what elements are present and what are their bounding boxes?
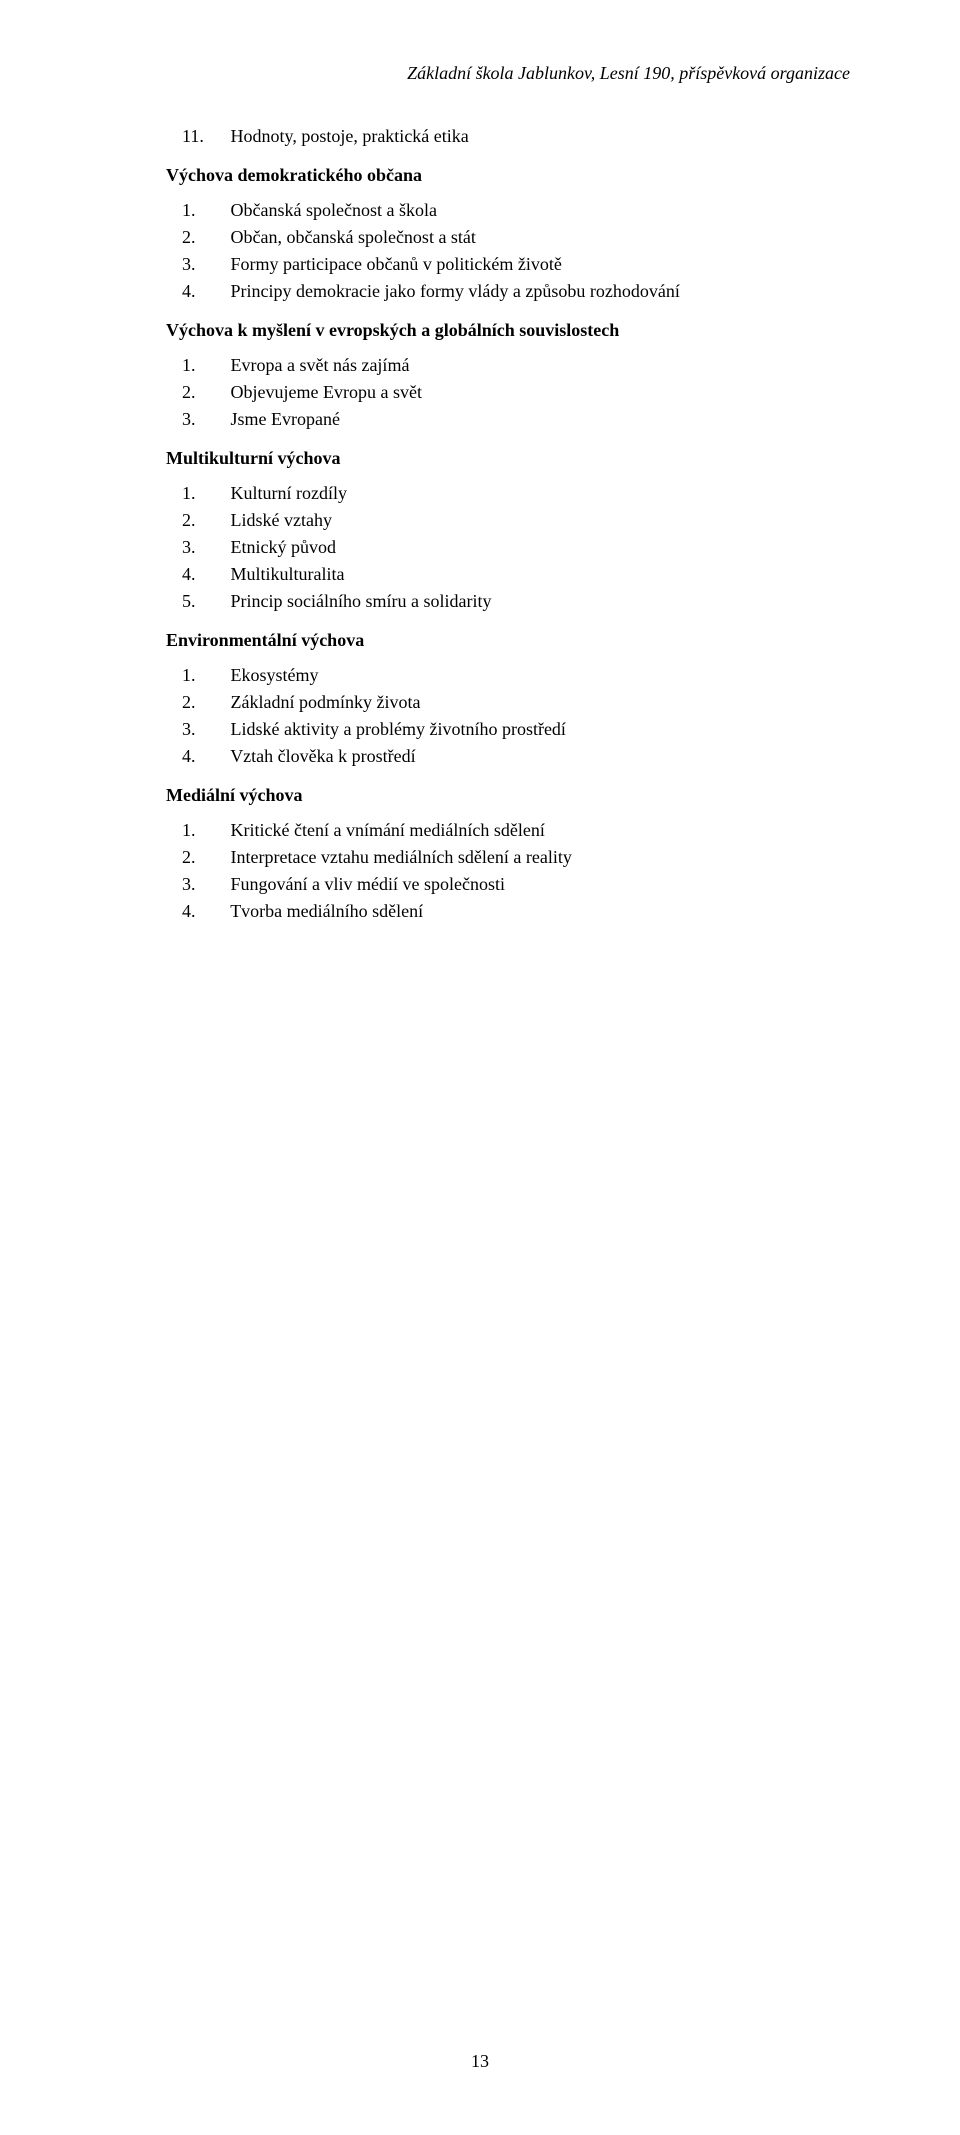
list-item: 3. Jsme Evropané <box>202 406 850 433</box>
item-number: 5. <box>202 588 226 615</box>
item-number: 1. <box>202 662 226 689</box>
page-number: 13 <box>0 2048 960 2075</box>
item-number: 3. <box>202 406 226 433</box>
item-number: 1. <box>202 197 226 224</box>
section-heading: Výchova demokratického občana <box>166 162 850 189</box>
item-text: Kritické čtení a vnímání mediálních sděl… <box>231 820 545 840</box>
list-item: 3. Fungování a vliv médií ve společnosti <box>202 871 850 898</box>
item-number: 2. <box>202 507 226 534</box>
item-number: 4. <box>202 561 226 588</box>
item-number: 4. <box>202 898 226 925</box>
list-item: 2. Základní podmínky života <box>202 689 850 716</box>
item-text: Lidské aktivity a problémy životního pro… <box>231 719 566 739</box>
list-block: 1. Kritické čtení a vnímání mediálních s… <box>130 817 850 925</box>
section-heading: Výchova k myšlení v evropských a globáln… <box>166 317 850 344</box>
institution-name: Základní škola Jablunkov, Lesní 190, pří… <box>407 63 850 83</box>
list-item: 3. Formy participace občanů v politickém… <box>202 251 850 278</box>
page-header: Základní škola Jablunkov, Lesní 190, pří… <box>130 60 850 87</box>
item-text: Etnický původ <box>231 537 337 557</box>
list-item: 1. Kritické čtení a vnímání mediálních s… <box>202 817 850 844</box>
list-item: 3. Etnický původ <box>202 534 850 561</box>
list-item: 1. Evropa a svět nás zajímá <box>202 352 850 379</box>
item-number: 4. <box>202 278 226 305</box>
list-item: 2. Interpretace vztahu mediálních sdělen… <box>202 844 850 871</box>
item-number: 2. <box>202 379 226 406</box>
item-text: Základní podmínky života <box>231 692 421 712</box>
item-number: 3. <box>202 251 226 278</box>
list-block: 1. Ekosystémy 2. Základní podmínky život… <box>130 662 850 770</box>
item-text: Multikulturalita <box>231 564 345 584</box>
list-item: 2. Objevujeme Evropu a svět <box>202 379 850 406</box>
list-item: 2. Občan, občanská společnost a stát <box>202 224 850 251</box>
list-item: 4. Multikulturalita <box>202 561 850 588</box>
list-item: 1. Ekosystémy <box>202 662 850 689</box>
item-text: Fungování a vliv médií ve společnosti <box>231 874 505 894</box>
item-text: Objevujeme Evropu a svět <box>231 382 422 402</box>
item-text: Tvorba mediálního sdělení <box>230 901 423 921</box>
item-number: 1. <box>202 817 226 844</box>
item-number: 3. <box>202 716 226 743</box>
item-text: Formy participace občanů v politickém ži… <box>231 254 562 274</box>
item-number: 2. <box>202 844 226 871</box>
list-item: 4. Vztah člověka k prostředí <box>202 743 850 770</box>
list-item: 11. Hodnoty, postoje, praktická etika <box>202 123 850 150</box>
list-item: 2. Lidské vztahy <box>202 507 850 534</box>
item-text: Lidské vztahy <box>231 510 332 530</box>
item-number: 1. <box>202 480 226 507</box>
section-heading: Environmentální výchova <box>166 627 850 654</box>
list-block: 1. Kulturní rozdíly 2. Lidské vztahy 3. … <box>130 480 850 615</box>
item-text: Kulturní rozdíly <box>231 483 347 503</box>
list-item: 5. Princip sociálního smíru a solidarity <box>202 588 850 615</box>
item-text: Ekosystémy <box>231 665 319 685</box>
item-number: 1. <box>202 352 226 379</box>
item-text: Evropa a svět nás zajímá <box>231 355 410 375</box>
item-text: Občanská společnost a škola <box>231 200 437 220</box>
list-block: 1. Evropa a svět nás zajímá 2. Objevujem… <box>130 352 850 433</box>
item-number: 2. <box>202 224 226 251</box>
list-item: 4. Principy demokracie jako formy vlády … <box>202 278 850 305</box>
item-text: Interpretace vztahu mediálních sdělení a… <box>231 847 572 867</box>
section-heading: Mediální výchova <box>166 782 850 809</box>
item-text: Vztah člověka k prostředí <box>230 746 415 766</box>
list-item: 1. Občanská společnost a škola <box>202 197 850 224</box>
item-text: Principy demokracie jako formy vlády a z… <box>231 281 680 301</box>
item-number: 3. <box>202 871 226 898</box>
item-text: Občan, občanská společnost a stát <box>231 227 476 247</box>
list-item: 3. Lidské aktivity a problémy životního … <box>202 716 850 743</box>
item-text: Princip sociálního smíru a solidarity <box>231 591 492 611</box>
item-number: 3. <box>202 534 226 561</box>
item-text: Hodnoty, postoje, praktická etika <box>231 126 469 146</box>
item-number: 11. <box>202 123 226 150</box>
item-text: Jsme Evropané <box>231 409 340 429</box>
item-number: 4. <box>202 743 226 770</box>
list-item: 1. Kulturní rozdíly <box>202 480 850 507</box>
section-heading: Multikulturní výchova <box>166 445 850 472</box>
list-block: 1. Občanská společnost a škola 2. Občan,… <box>130 197 850 305</box>
item-number: 2. <box>202 689 226 716</box>
list-item: 4. Tvorba mediálního sdělení <box>202 898 850 925</box>
